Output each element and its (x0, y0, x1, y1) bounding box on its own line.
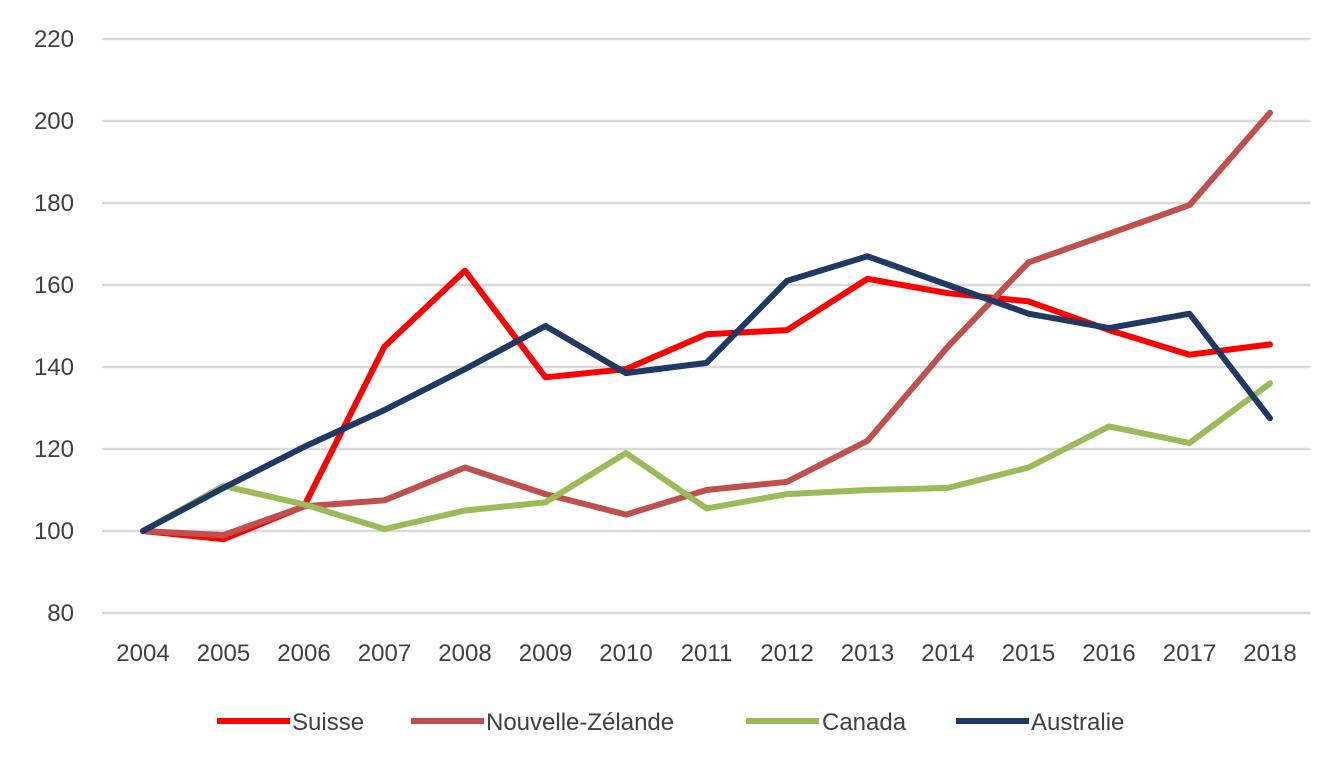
x-tick-label: 2005 (197, 640, 250, 667)
legend-item-nouvelle-z-lande: Nouvelle-Zélande (411, 709, 674, 736)
legend: Suisse Nouvelle-Zélande Canada Australie (217, 709, 1124, 736)
x-tick-label: 2013 (841, 640, 894, 667)
x-tick-label: 2016 (1082, 640, 1135, 667)
x-tick-label: 2014 (921, 640, 974, 667)
x-tick-label: 2015 (1002, 640, 1055, 667)
x-tick-label: 2007 (358, 640, 411, 667)
x-tick-label: 2009 (519, 640, 572, 667)
legend-label: Nouvelle-Zélande (486, 709, 674, 736)
y-tick-label: 160 (34, 272, 74, 299)
x-tick-label: 2010 (599, 640, 652, 667)
series-lines (140, 109, 1273, 543)
x-axis-ticks: 2004 2005 2006 2007 2008 2009 2010 2011 2012 2013… (116, 640, 1296, 667)
x-tick-label: 2004 (116, 640, 169, 667)
x-tick-label: 2008 (438, 640, 491, 667)
x-tick-label: 2012 (760, 640, 813, 667)
y-axis-ticks: 80 100 120 140 160 180 200 220 (34, 26, 74, 627)
y-tick-label: 120 (34, 436, 74, 463)
y-tick-label: 140 (34, 354, 74, 381)
legend-item-canada: Canada (746, 709, 907, 736)
legend-label: Suisse (292, 709, 364, 736)
legend-item-australie: Australie (956, 709, 1124, 736)
series-line-australie (140, 253, 1273, 534)
y-tick-label: 220 (34, 26, 74, 53)
legend-label: Australie (1031, 709, 1124, 736)
x-tick-label: 2011 (681, 640, 733, 667)
x-tick-label: 2017 (1163, 640, 1216, 667)
y-tick-label: 100 (34, 518, 74, 545)
x-tick-label: 2006 (277, 640, 330, 667)
series-line-canada (140, 380, 1273, 534)
series-line-suisse (140, 267, 1273, 543)
x-tick-label: 2018 (1243, 640, 1296, 667)
y-tick-label: 180 (34, 190, 74, 217)
series-line-nouvelle-z-lande (140, 109, 1273, 539)
y-tick-label: 80 (47, 600, 74, 627)
y-tick-label: 200 (34, 108, 74, 135)
legend-item-suisse: Suisse (217, 709, 364, 736)
legend-label: Canada (822, 709, 907, 736)
